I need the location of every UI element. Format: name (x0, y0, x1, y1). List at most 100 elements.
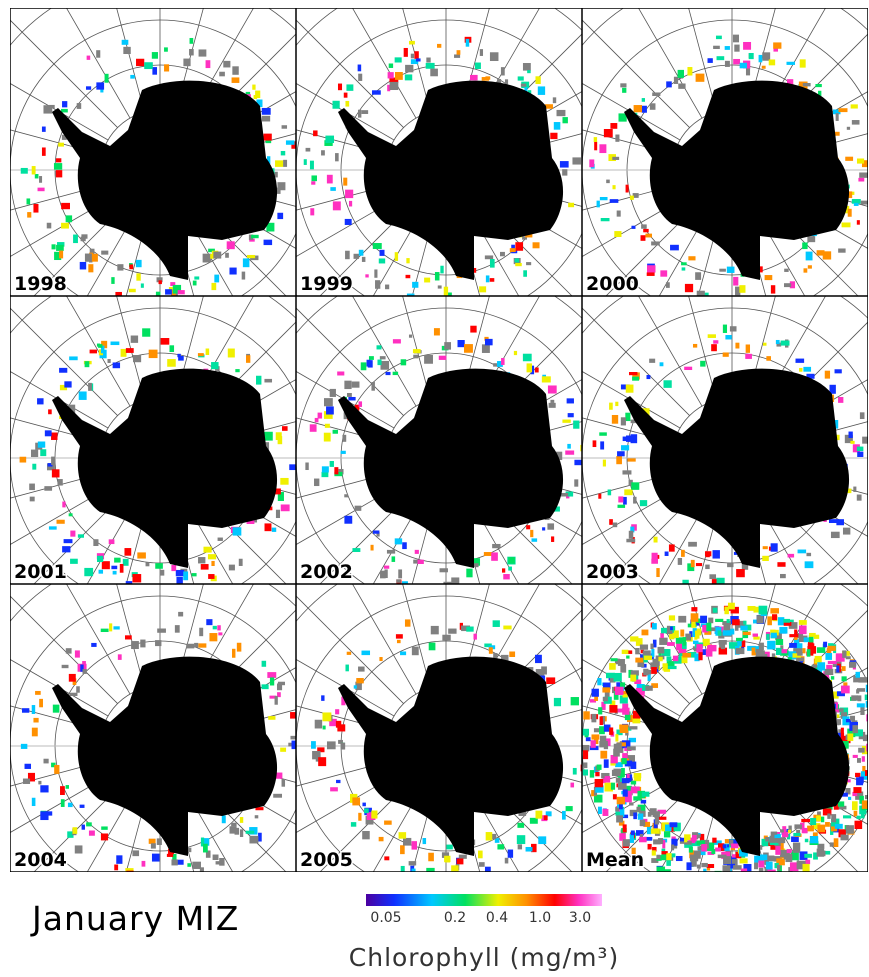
chlorophyll-patch (572, 767, 577, 775)
chlorophyll-patch (646, 375, 651, 380)
chlorophyll-patch (659, 362, 664, 367)
chlorophyll-patch (619, 695, 628, 704)
chlorophyll-patch (829, 384, 836, 394)
chlorophyll-patch (625, 384, 634, 393)
chlorophyll-patch (667, 626, 673, 631)
colorbar-label: Chlorophyll (mg/m³) (349, 943, 619, 972)
chlorophyll-patch (413, 559, 418, 564)
chlorophyll-patch (807, 643, 815, 650)
chlorophyll-patch (770, 543, 778, 552)
chlorophyll-patch (271, 527, 277, 532)
chlorophyll-patch (522, 63, 531, 71)
chlorophyll-patch (478, 850, 483, 859)
meridian (582, 658, 681, 717)
chlorophyll-patch (861, 160, 868, 168)
chlorophyll-patch (792, 842, 801, 852)
chlorophyll-patch (836, 691, 845, 697)
chlorophyll-patch (215, 861, 221, 865)
chlorophyll-patch (570, 782, 575, 788)
chlorophyll-patch (782, 875, 786, 880)
chlorophyll-patch (77, 534, 84, 538)
chlorophyll-patch (649, 103, 656, 110)
colorbar (366, 894, 602, 906)
chlorophyll-patch (624, 489, 633, 496)
chlorophyll-patch (440, 265, 444, 274)
meridian (582, 775, 681, 834)
chlorophyll-patch (788, 825, 792, 833)
chlorophyll-patch (409, 40, 415, 45)
chlorophyll-patch (860, 706, 865, 715)
chlorophyll-patch (141, 860, 146, 867)
chlorophyll-patch (865, 701, 868, 708)
chlorophyll-patch (777, 562, 786, 567)
chlorophyll-patch (630, 830, 635, 836)
chlorophyll-patch (845, 719, 852, 723)
chlorophyll-patch (708, 617, 714, 624)
meridian (296, 775, 395, 834)
chlorophyll-patch (660, 627, 669, 634)
chlorophyll-patch (458, 854, 467, 859)
chlorophyll-patch (366, 812, 376, 820)
chlorophyll-patch (218, 632, 223, 636)
chlorophyll-patch (676, 642, 682, 651)
chlorophyll-patch (858, 677, 868, 683)
chlorophyll-patch (526, 525, 531, 530)
chlorophyll-patch (317, 412, 323, 419)
chlorophyll-patch (670, 244, 679, 251)
chlorophyll-patch (622, 824, 627, 833)
meridian (582, 473, 675, 499)
meridian (296, 658, 395, 717)
chlorophyll-patch (350, 822, 357, 827)
chlorophyll-patch (136, 58, 145, 67)
chlorophyll-patch (616, 742, 622, 750)
chlorophyll-patch (767, 616, 772, 626)
chlorophyll-patch (119, 563, 124, 573)
chlorophyll-patch (589, 746, 599, 751)
chlorophyll-patch (789, 281, 796, 289)
chlorophyll-patch (718, 877, 725, 884)
chlorophyll-patch (741, 877, 747, 883)
chlorophyll-patch (622, 839, 630, 847)
chlorophyll-patch (211, 282, 217, 291)
chlorophyll-patch (443, 581, 453, 584)
chlorophyll-patch (400, 865, 405, 872)
chlorophyll-patch (804, 838, 809, 843)
chlorophyll-patch (697, 846, 704, 851)
chlorophyll-patch (378, 258, 386, 264)
chlorophyll-patch (491, 552, 498, 561)
chlorophyll-patch (630, 526, 635, 533)
chlorophyll-patch (632, 372, 640, 380)
chlorophyll-patch (326, 174, 333, 184)
meridian (66, 584, 131, 695)
chlorophyll-patch (763, 342, 767, 346)
chlorophyll-patch (607, 489, 612, 496)
chlorophyll-patch (851, 801, 858, 811)
meridian (761, 221, 806, 296)
chlorophyll-patch (851, 120, 860, 125)
chlorophyll-patch (597, 677, 602, 686)
chlorophyll-patch (602, 459, 606, 467)
chlorophyll-patch (591, 734, 600, 740)
chlorophyll-patch (51, 762, 56, 768)
chlorophyll-patch (406, 258, 410, 264)
chlorophyll-patch (593, 728, 601, 733)
chlorophyll-patch (625, 731, 629, 736)
chlorophyll-patch (735, 286, 741, 296)
chlorophyll-patch (394, 252, 399, 261)
chlorophyll-patch (192, 861, 201, 869)
chlorophyll-patch (662, 839, 666, 849)
chlorophyll-patch (192, 280, 197, 286)
chlorophyll-patch (762, 546, 768, 550)
meridian (638, 296, 703, 407)
chlorophyll-patch (861, 756, 865, 762)
chlorophyll-patch (796, 829, 801, 835)
chlorophyll-patch (622, 691, 628, 698)
chlorophyll-patch (386, 549, 396, 554)
chlorophyll-patch (115, 291, 122, 296)
chlorophyll-patch (609, 700, 616, 708)
chlorophyll-patch (682, 637, 687, 646)
chlorophyll-patch (812, 823, 821, 830)
chlorophyll-patch (807, 236, 816, 243)
meridian (582, 595, 690, 704)
chlorophyll-patch (364, 808, 369, 814)
